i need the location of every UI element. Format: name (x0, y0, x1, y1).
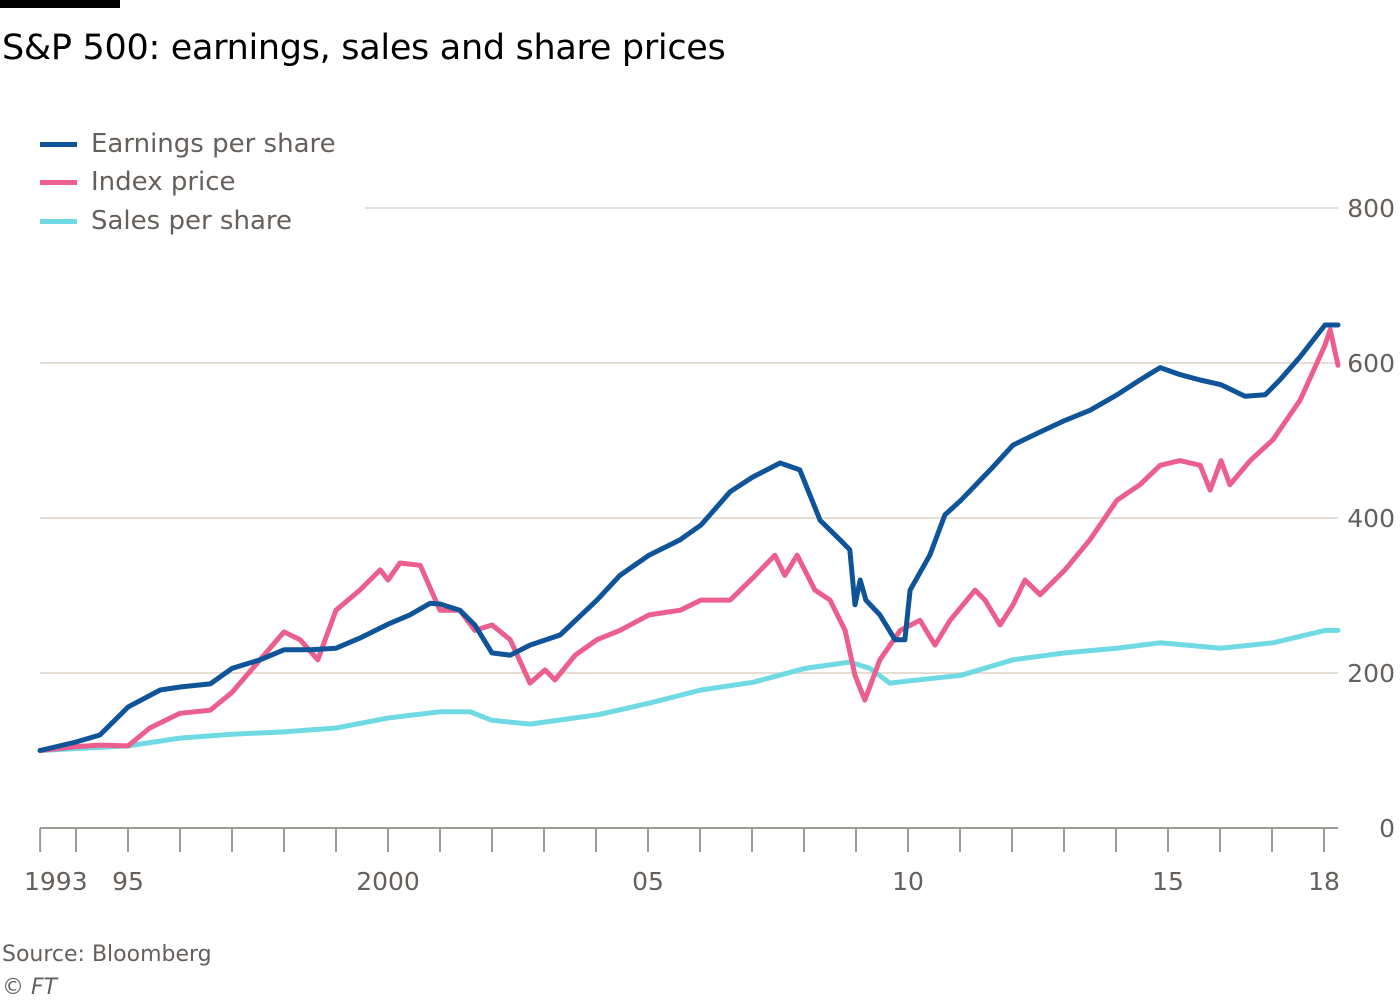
series-line-sales-per-share (37, 627, 1341, 753)
y-tick-label: 0 (1379, 814, 1395, 843)
y-tick-label: 800 (1347, 194, 1395, 223)
legend-swatch-sales (40, 218, 77, 224)
chart-title: S&P 500: earnings, sales and share price… (2, 28, 726, 68)
source-note: Source: Bloomberg (2, 942, 212, 967)
x-tick-label: 05 (632, 867, 664, 896)
x-tick-label: 95 (112, 867, 144, 896)
brand-bar (0, 0, 120, 8)
x-tick-label: 1993 (24, 867, 88, 896)
legend-swatch-earnings (40, 141, 77, 147)
legend-swatch-index (40, 179, 77, 185)
y-tick-label: 600 (1347, 349, 1395, 378)
x-tick-label: 15 (1152, 867, 1184, 896)
x-tick-label: 10 (892, 867, 924, 896)
series-line-index-price (37, 327, 1341, 753)
x-tick-label: 18 (1308, 867, 1340, 896)
legend-label-sales: Sales per share (91, 206, 292, 236)
y-tick-label: 400 (1347, 504, 1395, 533)
series-line-earnings-per-share (37, 322, 1341, 753)
copyright-note: © FT (2, 975, 58, 1000)
y-tick-label: 200 (1347, 659, 1395, 688)
legend-label-earnings: Earnings per share (91, 129, 336, 159)
legend-item-sales: Sales per share (40, 206, 292, 236)
legend-item-earnings: Earnings per share (40, 129, 336, 159)
x-tick-label: 2000 (356, 867, 420, 896)
legend-item-index: Index price (40, 167, 236, 197)
legend-label-index: Index price (91, 167, 236, 197)
